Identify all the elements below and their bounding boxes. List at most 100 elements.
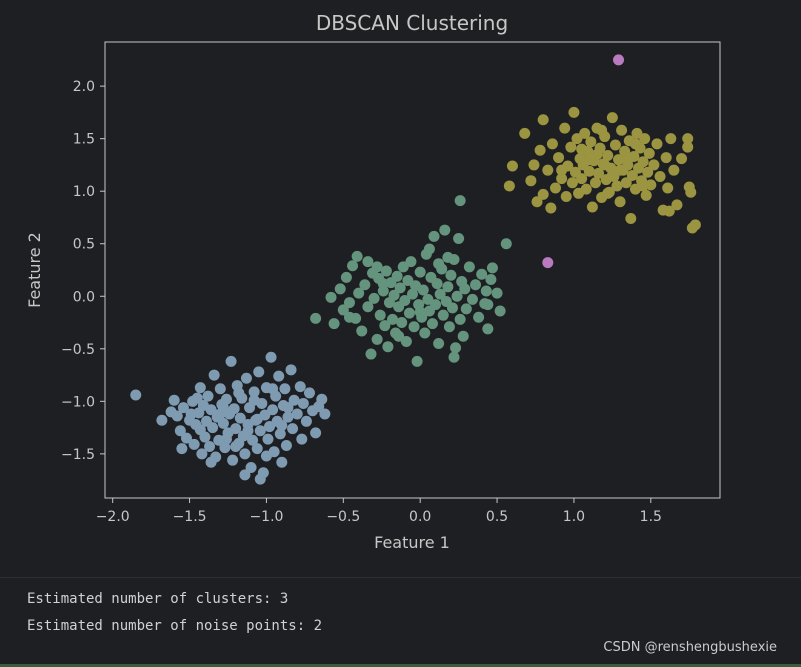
cluster-1-point [294,381,306,393]
cluster-3-point [616,124,628,136]
cluster-3-point [654,170,666,182]
y-tick-label: 0.0 [73,289,95,305]
cluster-3-point [546,138,558,150]
y-tick-label: 1.0 [73,184,95,200]
cluster-3-point [651,138,663,150]
cluster-2-point [414,266,426,278]
cluster-2-point [433,258,445,270]
watermark: CSDN @renshengbushexie [603,640,777,655]
cluster-2-point [382,341,394,353]
x-tick-label: 1.5 [640,509,662,525]
cluster-3-point [556,173,568,185]
cluster-2-point [486,262,498,274]
cluster-1-point [217,417,229,429]
cluster-3-point [606,169,618,181]
cluster-2-point [439,224,451,236]
cluster-1-point [287,423,299,435]
cluster-1-point [233,387,245,399]
cluster-2-point [407,288,418,300]
x-tick-label: −2.0 [96,509,130,525]
cluster-3-point [583,165,595,177]
cluster-2-point [411,355,423,367]
cluster-1-point [202,390,214,402]
cluster-3-point [662,182,674,194]
cluster-2-point [387,313,399,325]
cluster-2-point [337,304,349,316]
cluster-2-point [343,311,355,323]
cluster-3-point [683,181,695,193]
cluster-1-point [274,428,286,440]
cluster-2-point [482,299,494,311]
cluster-1-point [171,410,183,422]
axes-frame [104,41,721,499]
cluster-3-point [576,143,588,155]
x-tick-label: −1.5 [173,509,207,525]
cluster-1-point [282,402,294,414]
cluster-2-point [442,281,454,293]
cluster-2-point [380,265,392,277]
cluster-3-point [593,167,605,179]
cluster-3-point [665,133,677,145]
cluster-2-point [399,294,411,306]
console-output: Estimated number of clusters: 3 Estimate… [0,578,801,664]
cluster-3-point [620,177,632,189]
cluster-3-point [549,182,561,194]
cluster-2-point [394,282,406,294]
cluster-3-point [639,133,651,145]
noise-point [613,54,625,66]
cluster-3-point [537,188,549,200]
cluster-2-point [400,335,412,347]
y-tick-label: 2.0 [73,79,95,95]
cluster-2-point [417,284,429,296]
cluster-2-point [396,317,408,329]
cluster-1-point [239,448,251,460]
cluster-3-point [668,164,680,176]
cluster-1-point [156,414,168,426]
cluster-2-point [362,301,374,313]
cluster-1-point [245,462,257,474]
scatter-chart: DBSCAN Clustering −2.0 −1.5 −1.0 −0.5 0.0 0.5… [25,11,721,552]
x-tick-label: 1.0 [563,509,585,525]
cluster-1-point [234,412,246,424]
cluster-3-point [602,187,614,199]
cluster-1-point [297,397,309,409]
cluster-2-point [402,275,414,287]
y-tick-label: 1.5 [73,132,95,148]
cluster-2-point [437,309,449,321]
cluster-2-point [454,195,466,207]
cluster-3-point [626,169,638,181]
cluster-2-point [470,279,482,291]
cluster-1-point [248,386,260,398]
cluster-1-point [239,469,251,481]
cluster-2-point [379,320,391,332]
cluster-1-point [273,370,285,382]
cluster-2-point [426,318,438,330]
cluster-3-point [619,145,631,157]
x-tick-label: −0.5 [326,509,360,525]
cluster-3-point [525,175,537,187]
cluster-2-point [473,311,485,323]
cluster-2-point [371,333,383,345]
cluster-1-point [291,408,303,420]
cluster-2-point [451,290,463,302]
cluster-2-point [459,283,471,295]
cluster-3-point [642,166,654,178]
chart-title: DBSCAN Clustering [316,11,508,35]
cluster-2-point [460,303,472,315]
x-tick-label: −1.0 [249,509,283,525]
cluster-2-point [405,256,417,268]
cluster-1-point [191,392,203,404]
cluster-3-point [586,201,598,213]
cluster-3-point [637,180,649,192]
cluster-3-point [580,183,592,195]
cluster-1-point [177,402,189,414]
cluster-1-point [180,432,192,444]
y-tick-label: −0.5 [61,342,95,358]
cluster-3-point [676,153,688,165]
cluster-2-point [374,309,386,321]
cluster-3-point [553,152,565,164]
cluster-3-point [614,196,626,208]
cluster-2-point [403,307,415,319]
cluster-2-point [368,292,380,304]
cluster-3-point [625,213,637,225]
